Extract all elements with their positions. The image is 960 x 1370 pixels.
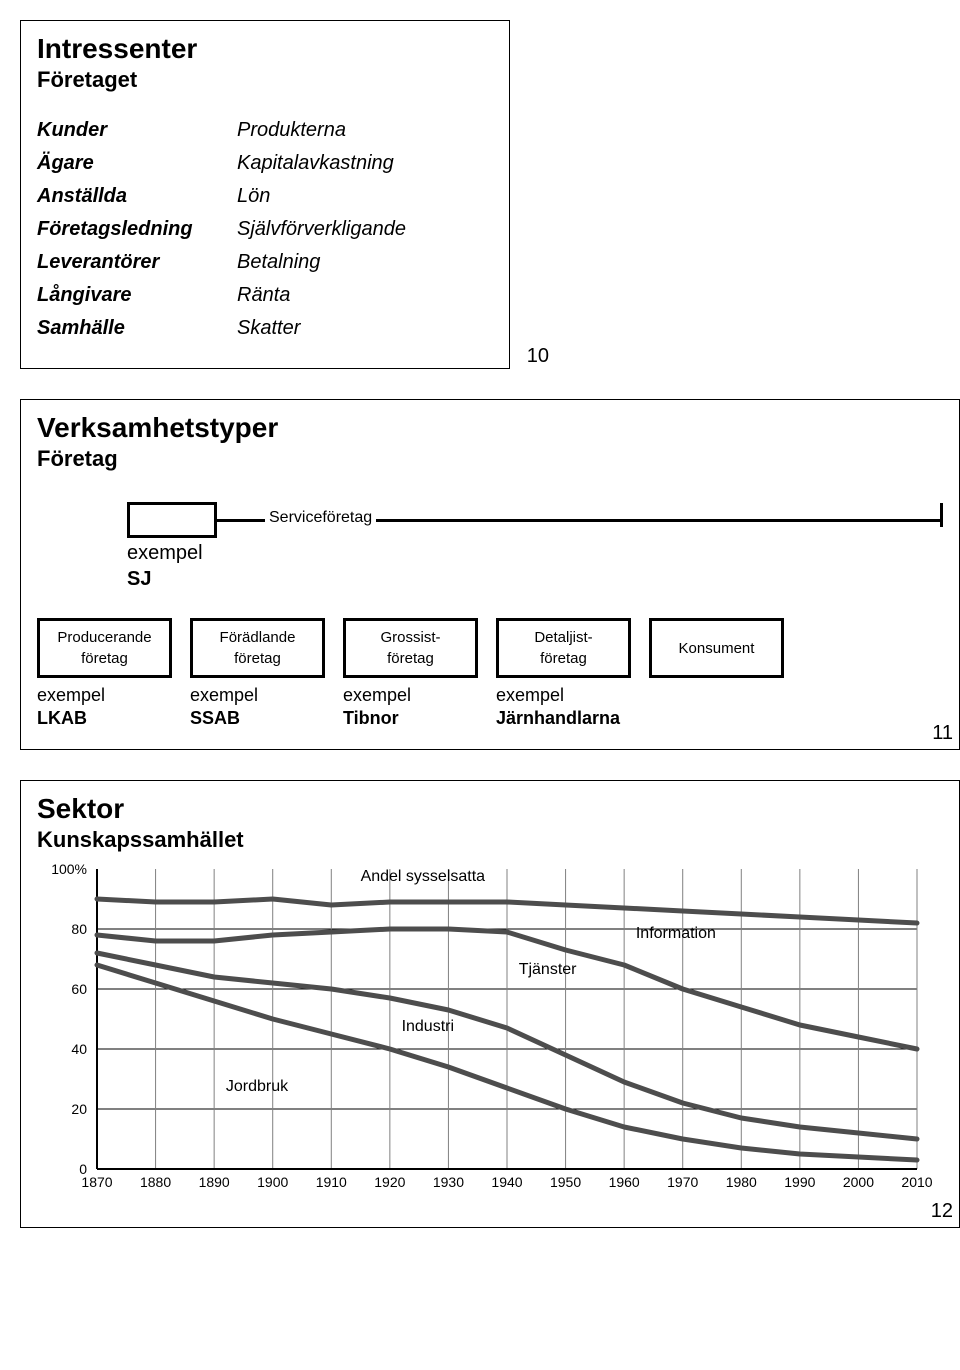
chain-l1: Detaljist- (507, 627, 620, 648)
svg-text:Tjänster: Tjänster (519, 961, 577, 978)
svg-text:1880: 1880 (140, 1174, 171, 1190)
svg-text:40: 40 (71, 1041, 87, 1057)
service-example-value: SJ (127, 568, 151, 590)
pair-row: LeverantörerBetalning (37, 251, 493, 274)
chain-exlabel: exempel (190, 685, 258, 705)
chain-box-detaljist: Detaljist-företag (496, 618, 631, 678)
pair-row: AnställdaLön (37, 185, 493, 208)
chain-l1: Konsument (679, 638, 755, 659)
pair-left: Kunder (37, 119, 237, 142)
pair-left: Företagsledning (37, 218, 237, 241)
chain-box-foradlande: Förädlandeföretag (190, 618, 325, 678)
pairs-list: KunderProdukterna ÄgareKapitalavkastning… (37, 119, 493, 340)
chain-l1: Grossist- (354, 627, 467, 648)
chain-labels: exempel LKAB exempel SSAB exempel Tibnor ex… (37, 684, 943, 731)
pair-right: Självförverkligande (237, 218, 406, 241)
svg-text:100%: 100% (51, 861, 87, 877)
service-example: exempel SJ (127, 540, 943, 592)
svg-text:1900: 1900 (257, 1174, 288, 1190)
service-end-tick (940, 503, 943, 527)
chain-box-producerande: Producerandeföretag (37, 618, 172, 678)
chain-l2: företag (354, 648, 467, 669)
svg-text:Information: Information (636, 925, 716, 942)
svg-text:1950: 1950 (550, 1174, 581, 1190)
svg-text:1990: 1990 (784, 1174, 815, 1190)
pair-right: Ränta (237, 284, 290, 307)
panel-sektor: Sektor Kunskapssamhället 020406080100%18… (20, 780, 960, 1228)
svg-text:1970: 1970 (667, 1174, 698, 1190)
panel1-title: Intressenter (37, 33, 493, 65)
chain-label: exempel SSAB (190, 684, 325, 731)
svg-text:1890: 1890 (199, 1174, 230, 1190)
pair-row: SamhälleSkatter (37, 317, 493, 340)
svg-text:Andel sysselsatta: Andel sysselsatta (361, 868, 486, 885)
chain-ex: SSAB (190, 708, 240, 728)
chain-ex: Tibnor (343, 708, 399, 728)
pair-right: Betalning (237, 251, 320, 274)
svg-text:Industri: Industri (402, 1018, 454, 1035)
chain-box-grossist: Grossist-företag (343, 618, 478, 678)
page-number: 12 (931, 1200, 953, 1223)
chain-l2: företag (201, 648, 314, 669)
panel3-title: Sektor (37, 793, 943, 825)
chain-ex: LKAB (37, 708, 87, 728)
chain-l1: Förädlande (201, 627, 314, 648)
svg-text:2010: 2010 (901, 1174, 932, 1190)
chain-l1: Producerande (48, 627, 161, 648)
pair-left: Anställda (37, 185, 237, 208)
svg-text:1930: 1930 (433, 1174, 464, 1190)
svg-text:1960: 1960 (609, 1174, 640, 1190)
pair-row: ÄgareKapitalavkastning (37, 152, 493, 175)
pair-row: LångivareRänta (37, 284, 493, 307)
chain-label: exempel Järnhandlarna (496, 684, 631, 731)
pair-right: Skatter (237, 317, 300, 340)
chain-exlabel: exempel (37, 685, 105, 705)
chain-l2: företag (48, 648, 161, 669)
chain-label (649, 684, 784, 731)
svg-text:1910: 1910 (316, 1174, 347, 1190)
chain-row: Producerandeföretag Förädlandeföretag Gr… (37, 618, 943, 678)
panel-verksamhetstyper: Verksamhetstyper Företag Serviceföretag … (20, 399, 960, 750)
svg-text:80: 80 (71, 921, 87, 937)
pair-left: Leverantörer (37, 251, 237, 274)
chain-label: exempel Tibnor (343, 684, 478, 731)
svg-text:60: 60 (71, 981, 87, 997)
panel1-subtitle: Företaget (37, 67, 493, 93)
svg-text:1980: 1980 (726, 1174, 757, 1190)
svg-text:20: 20 (71, 1101, 87, 1117)
svg-text:Jordbruk: Jordbruk (226, 1078, 289, 1095)
chain-exlabel: exempel (343, 685, 411, 705)
pair-right: Lön (237, 185, 270, 208)
service-empty-box (127, 502, 217, 538)
panel-intressenter: Intressenter Företaget KunderProdukterna… (20, 20, 510, 369)
service-line: Serviceföretag (215, 519, 940, 522)
pair-left: Samhälle (37, 317, 237, 340)
chain-ex: Järnhandlarna (496, 708, 620, 728)
pair-left: Långivare (37, 284, 237, 307)
service-label: Serviceföretag (265, 509, 376, 527)
pair-left: Ägare (37, 152, 237, 175)
page-number: 11 (932, 722, 953, 745)
chain-label: exempel LKAB (37, 684, 172, 731)
svg-text:1870: 1870 (81, 1174, 112, 1190)
panel2-title: Verksamhetstyper (37, 412, 943, 444)
pair-row: FöretagsledningSjälvförverkligande (37, 218, 493, 241)
chain-exlabel: exempel (496, 685, 564, 705)
pair-right: Kapitalavkastning (237, 152, 394, 175)
svg-text:1920: 1920 (374, 1174, 405, 1190)
svg-text:1940: 1940 (491, 1174, 522, 1190)
pair-row: KunderProdukterna (37, 119, 493, 142)
panel3-subtitle: Kunskapssamhället (37, 827, 943, 853)
service-example-label: exempel (127, 542, 203, 564)
sektor-chart: 020406080100%187018801890190019101920193… (37, 859, 947, 1219)
chain-box-konsument: Konsument (649, 618, 784, 678)
panel2-subtitle: Företag (37, 446, 943, 472)
service-row: Serviceföretag (127, 502, 943, 538)
page-number: 10 (527, 345, 549, 368)
chain-l2: företag (507, 648, 620, 669)
pair-right: Produkterna (237, 119, 346, 142)
svg-text:2000: 2000 (843, 1174, 874, 1190)
